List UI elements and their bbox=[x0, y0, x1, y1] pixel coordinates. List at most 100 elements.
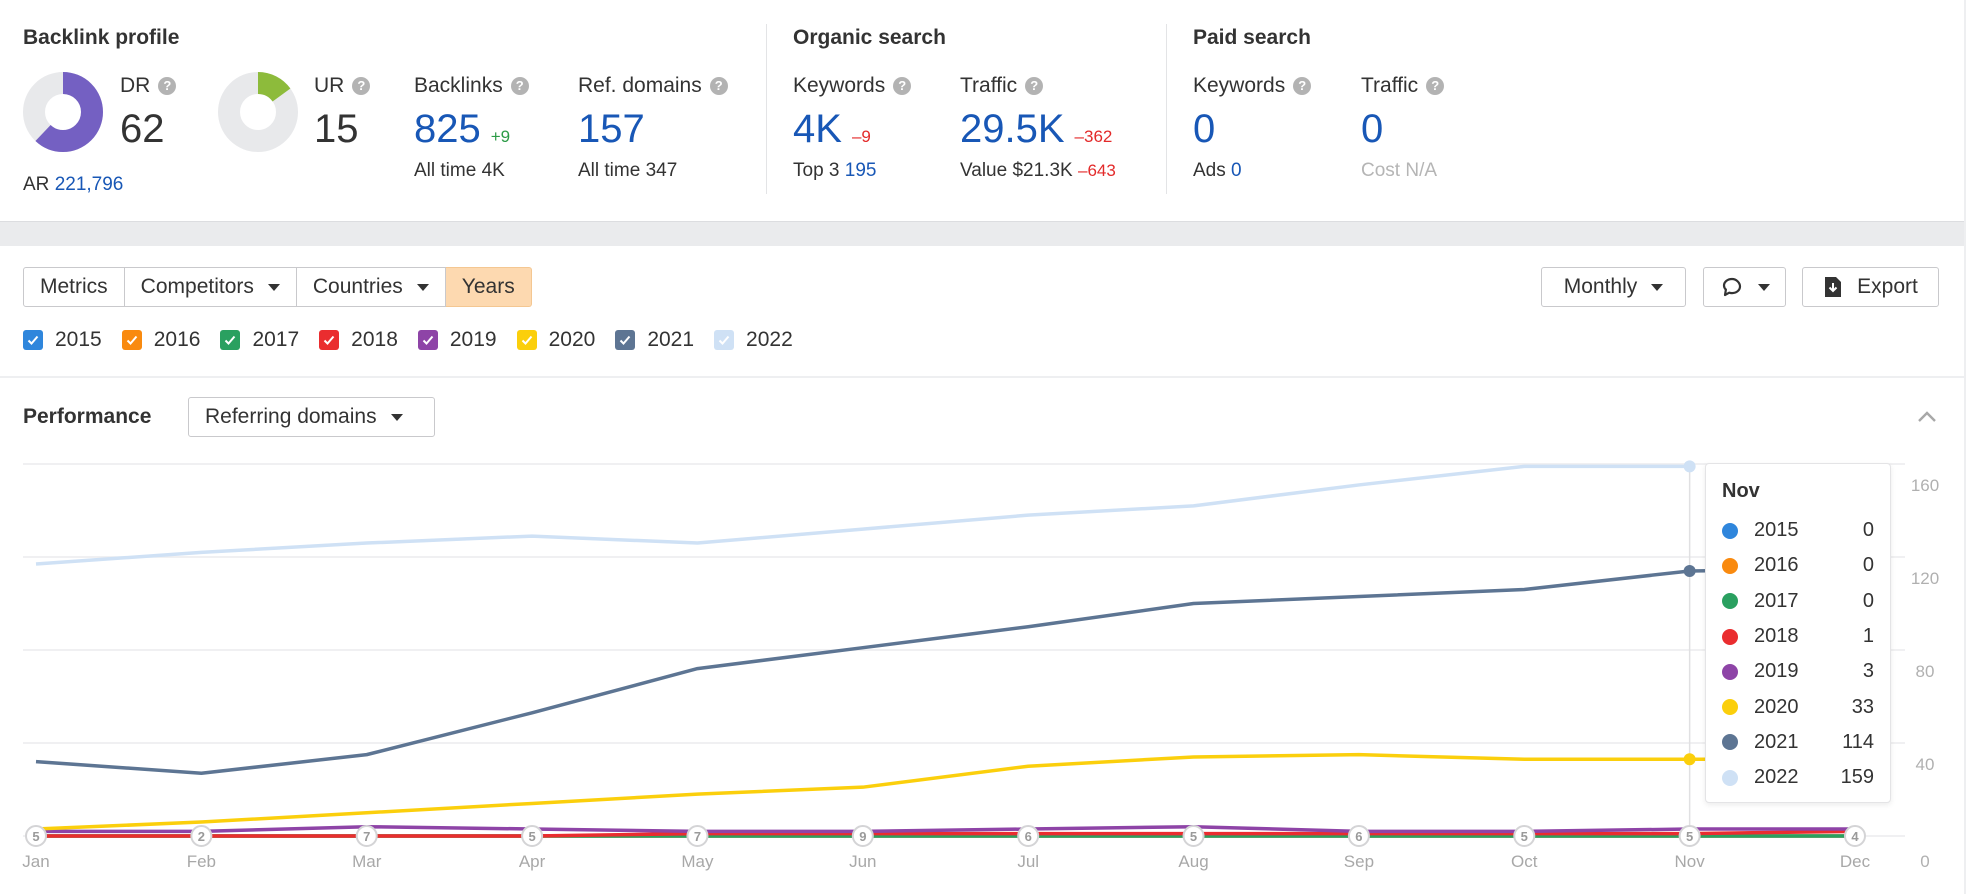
performance-chart[interactable]: 040801201605Jan2Feb7Mar5Apr7May9Jun6Jul5… bbox=[0, 450, 1966, 894]
series-line-2022 bbox=[35, 464, 1690, 566]
paid-keywords-metric: Keywords? 0 Ads 0 bbox=[1193, 72, 1312, 182]
year-checkbox-2018[interactable]: 2018 bbox=[319, 328, 398, 352]
help-icon[interactable]: ? bbox=[158, 77, 177, 95]
checkbox-icon bbox=[615, 330, 636, 350]
annotation-count: 7 bbox=[694, 829, 701, 844]
dr-value: 62 bbox=[120, 107, 165, 151]
annotation-marker bbox=[1844, 825, 1866, 847]
organic-keywords-label: Keywords bbox=[793, 74, 886, 97]
tab-years[interactable]: Years bbox=[445, 267, 532, 307]
backlinks-value[interactable]: 825 bbox=[414, 107, 481, 151]
y-tick-label: 40 bbox=[1916, 755, 1935, 774]
organic-traffic-value[interactable]: 29.5K bbox=[960, 107, 1065, 151]
ads-value[interactable]: 0 bbox=[1231, 160, 1242, 181]
export-button[interactable]: Export bbox=[1802, 267, 1939, 307]
dr-donut bbox=[23, 72, 103, 152]
checkbox-icon bbox=[417, 330, 438, 350]
legend-dot-icon bbox=[1722, 522, 1738, 539]
metric-dropdown[interactable]: Referring domains bbox=[188, 397, 435, 437]
x-tick-label: Feb bbox=[187, 852, 216, 871]
tooltip-row: 2021 114 bbox=[1722, 725, 1874, 760]
help-icon[interactable]: ? bbox=[893, 77, 912, 95]
year-label: 2015 bbox=[55, 328, 102, 351]
chevron-up-icon[interactable] bbox=[1916, 406, 1938, 428]
top3-value[interactable]: 195 bbox=[844, 160, 877, 181]
ref-domains-value[interactable]: 157 bbox=[578, 107, 645, 151]
y-tick-label: 80 bbox=[1916, 662, 1935, 681]
interval-label: Monthly bbox=[1563, 275, 1638, 298]
paid-keywords-label: Keywords bbox=[1193, 74, 1286, 97]
year-label: 2020 bbox=[548, 328, 596, 351]
paid-traffic-value[interactable]: 0 bbox=[1361, 107, 1384, 151]
check-icon bbox=[323, 335, 335, 345]
annotation-count: 5 bbox=[32, 829, 39, 844]
year-checkbox-2021[interactable]: 2021 bbox=[615, 328, 694, 352]
tab-countries[interactable]: Countries bbox=[296, 267, 446, 307]
ref-domains-sub-value: 347 bbox=[645, 160, 678, 181]
tab-metrics[interactable]: Metrics bbox=[23, 267, 125, 307]
legend-dot-icon bbox=[1722, 593, 1738, 610]
help-icon[interactable]: ? bbox=[1426, 77, 1445, 95]
checkbox-icon bbox=[714, 330, 735, 350]
chart-tooltip: Nov 2015 0 2016 0 2017 0 2018 1 2019 3 2020 33 2021 1… bbox=[1705, 463, 1891, 803]
year-label: 2022 bbox=[746, 328, 793, 351]
cost-label: Cost bbox=[1361, 160, 1401, 181]
annotation-marker bbox=[355, 825, 378, 847]
annotation-count: 4 bbox=[1851, 829, 1859, 844]
help-icon[interactable]: ? bbox=[1025, 77, 1044, 95]
help-icon[interactable]: ? bbox=[352, 77, 371, 95]
x-tick-label: Jun bbox=[849, 852, 876, 871]
organic-keywords-delta: –9 bbox=[851, 127, 871, 146]
ar-value[interactable]: 221,796 bbox=[54, 174, 124, 195]
section-gap bbox=[0, 222, 1966, 246]
ref-domains-metric: Ref. domains? 157 All time 347 bbox=[578, 72, 728, 182]
paid-keywords-value[interactable]: 0 bbox=[1193, 107, 1216, 151]
tooltip-year: 2022 bbox=[1754, 766, 1799, 789]
ref-domains-label: Ref. domains bbox=[578, 74, 702, 97]
year-filter-list: 2015 2016 2017 2018 2019 2020 2021 2022 bbox=[23, 328, 813, 352]
year-checkbox-2019[interactable]: 2019 bbox=[417, 328, 497, 352]
tooltip-year: 2019 bbox=[1754, 660, 1799, 683]
tooltip-row: 2017 0 bbox=[1722, 584, 1874, 619]
caret-down-icon bbox=[1651, 283, 1664, 291]
tab-label: Metrics bbox=[40, 275, 108, 298]
check-icon bbox=[225, 335, 236, 345]
help-icon[interactable]: ? bbox=[510, 77, 529, 95]
year-checkbox-2020[interactable]: 2020 bbox=[516, 328, 596, 352]
help-icon[interactable]: ? bbox=[1293, 77, 1312, 95]
tooltip-year: 2015 bbox=[1754, 519, 1799, 542]
annotation-marker bbox=[25, 825, 47, 847]
year-checkbox-2016[interactable]: 2016 bbox=[121, 328, 200, 352]
tooltip-value: 3 bbox=[1862, 660, 1874, 683]
annotations-dropdown[interactable] bbox=[1703, 267, 1786, 307]
year-checkbox-2022[interactable]: 2022 bbox=[714, 328, 793, 352]
year-checkbox-2015[interactable]: 2015 bbox=[23, 328, 102, 352]
annotation-count: 7 bbox=[363, 829, 370, 844]
interval-dropdown[interactable]: Monthly bbox=[1541, 267, 1686, 307]
file-download-icon bbox=[1825, 277, 1842, 297]
organic-keywords-value[interactable]: 4K bbox=[793, 107, 842, 151]
tooltip-year: 2020 bbox=[1754, 695, 1799, 718]
speech-bubble-icon bbox=[1722, 277, 1741, 297]
organic-traffic-metric: Traffic? 29.5K –362 Value $21.3K –643 bbox=[960, 72, 1116, 182]
ar-label: AR bbox=[23, 174, 50, 195]
tooltip-year: 2016 bbox=[1754, 554, 1799, 577]
backlinks-label: Backlinks bbox=[414, 74, 503, 97]
legend-dot-icon bbox=[1722, 734, 1738, 751]
help-icon[interactable]: ? bbox=[709, 77, 728, 95]
year-checkbox-2017[interactable]: 2017 bbox=[220, 328, 299, 352]
ar-row: AR 221,796 bbox=[23, 174, 123, 196]
x-tick-label: Jul bbox=[1017, 852, 1039, 871]
ur-metric: UR? 15 bbox=[314, 72, 371, 154]
organic-traffic-label: Traffic bbox=[960, 74, 1018, 97]
y-tick-label: 0 bbox=[1920, 852, 1929, 871]
backlinks-sub-value: 4K bbox=[481, 160, 505, 181]
ref-domains-sub-label: All time bbox=[578, 160, 641, 181]
value-delta: –643 bbox=[1077, 161, 1116, 180]
tooltip-value: 0 bbox=[1862, 554, 1874, 577]
caret-down-icon bbox=[416, 283, 429, 291]
tab-competitors[interactable]: Competitors bbox=[124, 267, 297, 307]
annotation-count: 5 bbox=[1686, 829, 1693, 844]
scrollbar-track bbox=[1964, 0, 1966, 894]
top3-label: Top 3 bbox=[793, 160, 840, 181]
